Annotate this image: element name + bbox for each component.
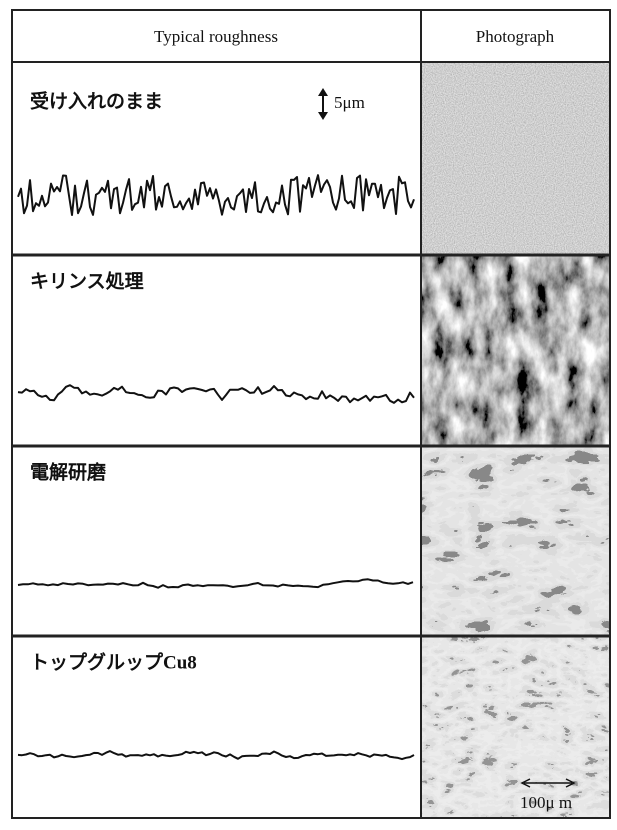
photo bbox=[422, 63, 609, 254]
roughness-profile bbox=[18, 579, 413, 587]
roughness-profile bbox=[18, 751, 414, 759]
photo bbox=[422, 256, 609, 445]
scale-label: 100μ m bbox=[520, 793, 572, 812]
row-label: キリンス処理 bbox=[30, 269, 144, 292]
header-cell: Typical roughness bbox=[154, 27, 278, 46]
figure-table: Typical roughness Photograph 受け入れのまま キリン… bbox=[0, 0, 617, 825]
header-cell: Photograph bbox=[476, 27, 555, 46]
photo bbox=[422, 447, 609, 635]
row-label: 電解研磨 bbox=[30, 460, 106, 483]
scale-arrow bbox=[318, 88, 328, 120]
roughness-profile bbox=[18, 385, 414, 403]
page: Typical roughness Photograph 受け入れのまま キリン… bbox=[0, 0, 617, 825]
scale-label: 5μm bbox=[334, 93, 365, 112]
row-label: トップグルップCu8 bbox=[30, 650, 197, 673]
roughness-profile bbox=[18, 175, 414, 215]
photo bbox=[422, 637, 609, 817]
row-label: 受け入れのまま bbox=[30, 89, 163, 112]
